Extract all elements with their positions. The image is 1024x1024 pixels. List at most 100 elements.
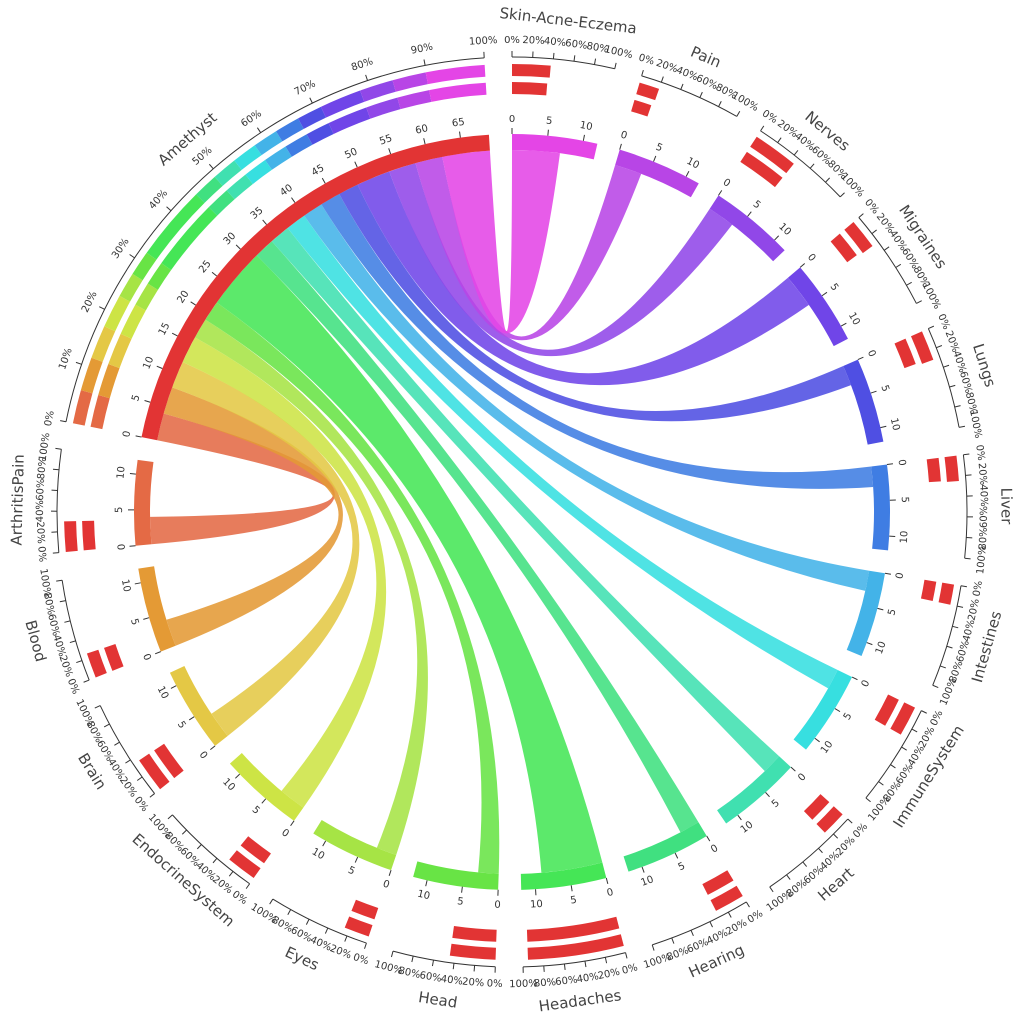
tick-label: 0 — [860, 679, 873, 690]
tick — [134, 582, 141, 585]
percent-tick — [390, 951, 394, 958]
percent-axis — [56, 449, 62, 553]
percent-tick-label: 100% — [967, 409, 983, 439]
tick — [877, 607, 884, 611]
percent-axis — [932, 585, 962, 686]
share-segment — [147, 263, 172, 290]
tick — [790, 766, 796, 772]
tick-label: 10 — [874, 640, 889, 656]
tick — [851, 676, 858, 681]
chord — [321, 193, 874, 489]
tick-label: 20 — [175, 289, 191, 306]
tick-label: 0 — [140, 652, 153, 662]
tick-label: 10 — [115, 466, 127, 480]
percent-tick — [833, 833, 839, 839]
chord — [415, 156, 642, 341]
tick — [291, 197, 296, 203]
tick — [262, 219, 267, 225]
tick — [423, 138, 426, 145]
percent-tick-label: 80% — [36, 457, 49, 480]
percent-tick-label: 20% — [976, 463, 989, 486]
tick-label: 10 — [888, 417, 902, 432]
tick — [866, 642, 873, 646]
percent-tick — [777, 137, 782, 143]
percent-tick-label: 40% — [147, 188, 170, 212]
tick — [322, 840, 327, 847]
tick — [674, 852, 679, 859]
bar — [750, 136, 794, 174]
tick — [171, 332, 178, 337]
percent-tick-label: 80% — [534, 977, 557, 990]
tick-label: 45 — [310, 163, 327, 179]
tick-label: 0 — [896, 459, 908, 467]
percent-tick-label: 100% — [603, 44, 633, 61]
tick-label: 5 — [899, 496, 910, 503]
target-arc — [520, 862, 607, 890]
percent-tick — [932, 684, 939, 689]
share-segment — [72, 390, 93, 426]
percent-tick — [431, 960, 434, 967]
source-arc — [141, 134, 490, 441]
tick-label: 30 — [222, 231, 239, 248]
percent-tick — [718, 101, 722, 107]
bar — [874, 694, 899, 726]
tick-label: 0 — [805, 252, 818, 264]
percent-tick — [963, 453, 970, 456]
bar — [104, 644, 124, 671]
percent-tick — [76, 660, 83, 664]
percent-tick — [786, 874, 791, 880]
percent-tick — [671, 937, 675, 944]
percent-axis — [99, 705, 155, 794]
share-segment — [214, 160, 242, 186]
tick-label: 10 — [899, 530, 911, 543]
percent-tick-label: 100% — [765, 889, 795, 914]
bar — [920, 579, 937, 601]
bar — [830, 233, 857, 263]
percent-tick — [641, 69, 644, 77]
bar — [844, 222, 873, 254]
tick-label: 0 — [796, 771, 808, 783]
tick-label: 5 — [175, 719, 188, 730]
tick — [840, 322, 847, 327]
percent-tick — [745, 901, 750, 908]
percent-tick — [906, 281, 912, 286]
percent-tick-label: 0% — [929, 709, 946, 728]
share-segment — [429, 82, 487, 102]
bar — [86, 649, 107, 678]
percent-tick — [960, 585, 967, 588]
percent-axis — [511, 56, 615, 70]
percent-tick — [136, 776, 143, 781]
bar — [894, 338, 916, 369]
node-label: ArthritisPain — [8, 454, 28, 546]
target-arc — [615, 149, 699, 198]
tick — [653, 155, 657, 162]
tick — [799, 263, 806, 268]
target-arc — [229, 752, 304, 821]
tick — [641, 866, 645, 873]
percent-tick — [949, 384, 956, 388]
percent-tick — [69, 640, 76, 644]
target-arc — [717, 756, 791, 824]
bar — [139, 753, 170, 790]
target-arc — [134, 459, 154, 546]
tick — [459, 131, 461, 138]
percent-tick — [690, 930, 694, 937]
percent-tick-label: 60% — [35, 478, 47, 501]
tick — [143, 617, 150, 620]
tick-label: 0 — [381, 879, 391, 891]
tick-label: 0 — [114, 543, 126, 550]
share-segment — [90, 395, 110, 430]
tick — [190, 301, 196, 306]
share-segment — [120, 304, 146, 339]
percent-tick-label: 60% — [979, 506, 990, 528]
target-arc — [623, 822, 707, 872]
tick — [129, 545, 136, 547]
share-segment — [328, 107, 371, 134]
percent-tick — [769, 886, 774, 893]
tick — [570, 885, 573, 892]
percent-tick-label: 0% — [972, 580, 985, 597]
percent-tick — [149, 793, 155, 798]
percent-tick — [964, 557, 971, 560]
share-segment — [80, 357, 103, 394]
percent-tick-label: 0% — [504, 35, 520, 46]
